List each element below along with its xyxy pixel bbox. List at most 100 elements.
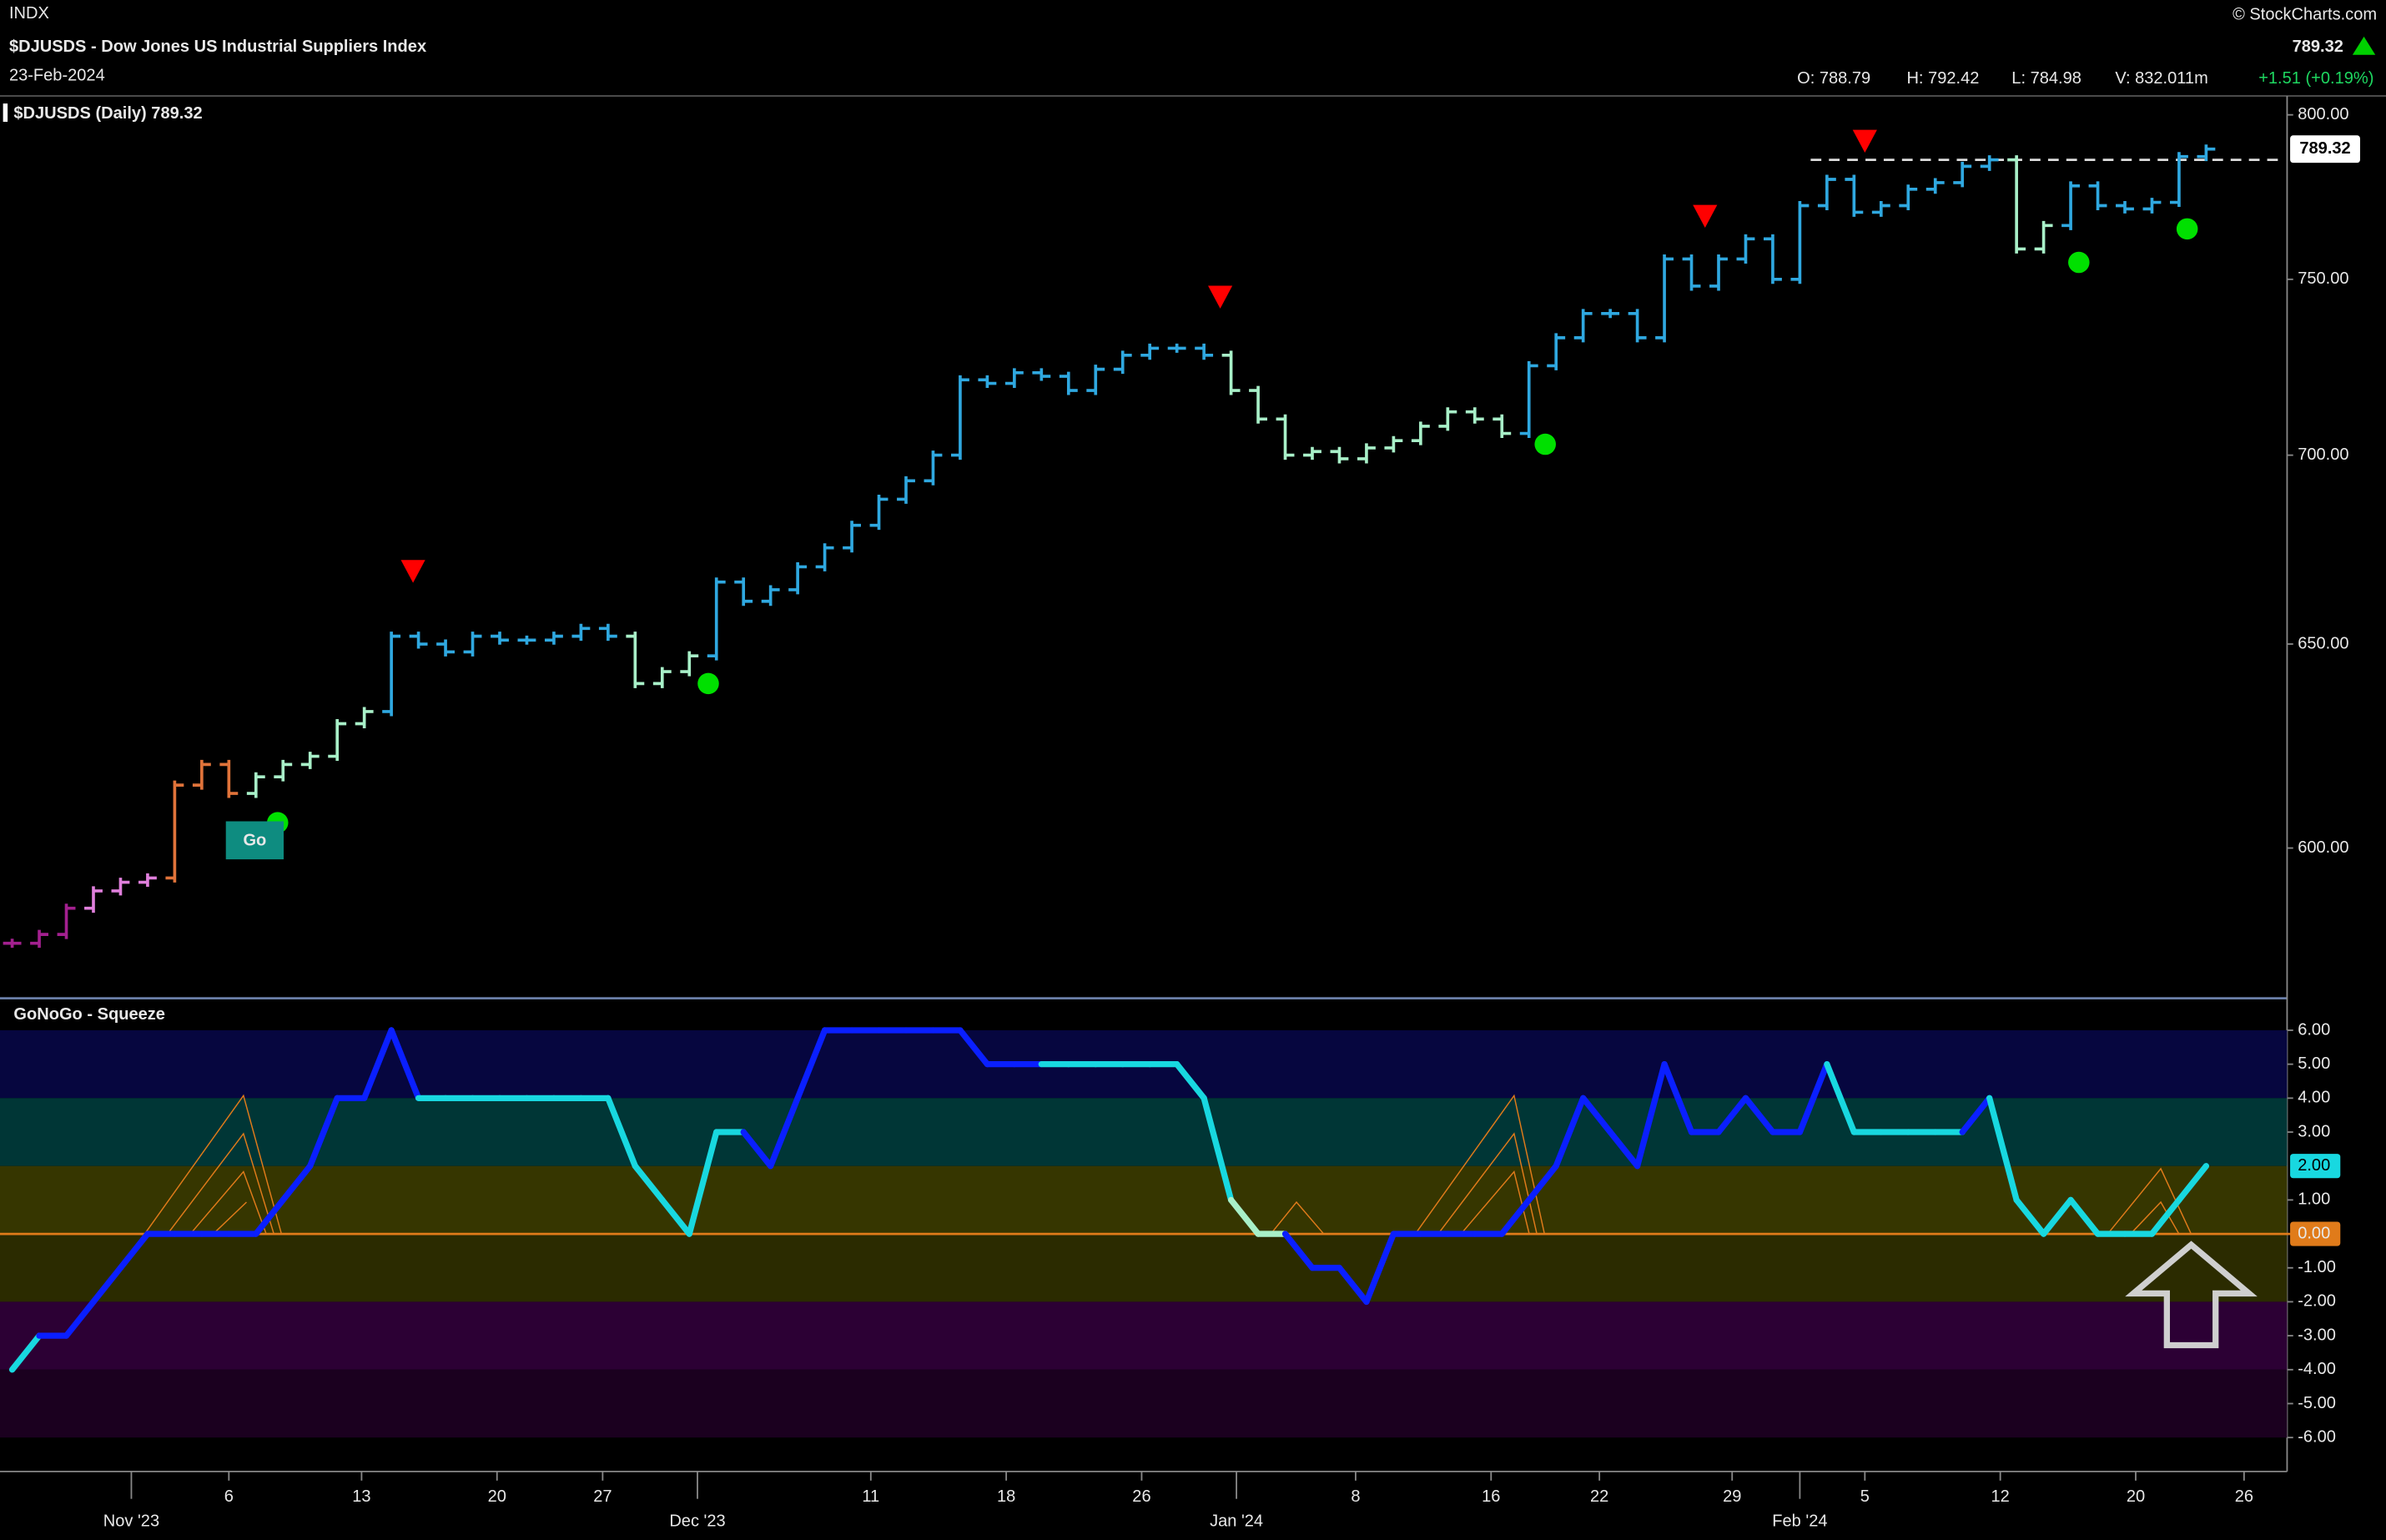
y-tick-label: 750.00: [2298, 269, 2348, 288]
price-bar: [1384, 435, 1403, 453]
oscillator-segment: [1201, 1095, 1235, 1204]
oscillator-segment: [605, 1095, 638, 1170]
x-tick-label: 18: [997, 1487, 1015, 1506]
price-bar: [950, 375, 969, 460]
oscillator-segment: [1986, 1095, 2020, 1204]
x-tick-label: Jan '24: [1210, 1512, 1263, 1530]
price-bar: [274, 759, 293, 782]
price-bar: [436, 639, 456, 657]
price-bar: [1195, 343, 1214, 360]
price-bar: [1899, 184, 1918, 210]
squeeze-climb: [1270, 1200, 1325, 1235]
price-bar: [2142, 198, 2162, 214]
price-bar: [1465, 407, 1484, 424]
annotation: Go: [243, 832, 266, 850]
x-tick-label: 16: [1482, 1487, 1500, 1506]
zero-label-box: [2290, 1221, 2341, 1246]
oscillator-segment: [388, 1027, 422, 1101]
high: H: 792.42: [1906, 69, 1979, 88]
price-legend: $DJUSDS (Daily) 789.32: [13, 104, 202, 123]
oscillator-segment: [957, 1027, 991, 1068]
price-bar: [328, 719, 347, 762]
price-bar: [246, 772, 265, 798]
price-bar: [3, 939, 22, 949]
go-marker: [2068, 251, 2090, 274]
price-bar: [1140, 343, 1160, 360]
price-bar: [1980, 155, 1999, 171]
zone-band: [0, 1234, 2288, 1302]
price-bar: [1519, 360, 1538, 439]
low: L: 784.98: [2011, 69, 2081, 88]
squeeze-climb: [2107, 1167, 2192, 1235]
x-tick-label: 26: [1132, 1487, 1150, 1506]
oscillator-segment: [1633, 1061, 1668, 1170]
oscillator-segment: [768, 1095, 801, 1170]
zone-band: [0, 1301, 2288, 1370]
highlight-arrow: [2125, 1241, 2258, 1349]
price-bar: [1790, 201, 1810, 284]
y-tick-label: 650.00: [2298, 634, 2348, 652]
y-tick-label: 800.00: [2298, 105, 2348, 123]
osc-legend: GoNoGo - Squeeze: [13, 1005, 165, 1024]
price-bar: [1411, 421, 1430, 445]
countertrend-marker: [1208, 285, 1233, 309]
y-tick-label: -3.00: [2298, 1326, 2336, 1344]
price-bar: [84, 886, 103, 913]
x-tick-label: 6: [224, 1487, 234, 1506]
volume: V: 832.011m: [2115, 69, 2207, 88]
price-bar: [1628, 309, 1647, 343]
price-bar: [1113, 350, 1132, 375]
price-bar: [2197, 144, 2216, 162]
oscillator-segment: [794, 1027, 828, 1101]
oscillator-segment: [1607, 1129, 1641, 1170]
squeeze-climb: [143, 1094, 283, 1235]
price-bar: [1573, 309, 1593, 343]
price-bar: [1845, 174, 1864, 217]
price-bar: [1249, 385, 1268, 424]
price-bar: [788, 561, 808, 595]
price-bar: [2169, 152, 2188, 208]
go-marker: [1534, 433, 1556, 455]
squeeze-climbs: [143, 1094, 2192, 1235]
date: 23-Feb-2024: [9, 67, 105, 85]
oscillator-segment: [1796, 1061, 1830, 1135]
oscillator-segment: [1959, 1095, 1993, 1135]
price-bar: [111, 878, 130, 896]
price-bar: [382, 632, 401, 717]
zone-band: [0, 1165, 2288, 1235]
legend-value: 789.32: [151, 104, 202, 123]
price-bar: [1953, 161, 1972, 188]
x-tick-label: Nov '23: [103, 1512, 159, 1530]
y-tick-label: -1.00: [2298, 1258, 2336, 1276]
price-bar: [2116, 201, 2134, 214]
price-bar: [1167, 343, 1186, 353]
price-bar: [1438, 407, 1457, 431]
y-tick-label: 0.00: [2298, 1224, 2330, 1242]
price-bar: [1682, 254, 1701, 291]
price-bar: [1303, 446, 1321, 460]
price-bar: [192, 759, 211, 790]
last-value-label: 2.00: [2298, 1156, 2330, 1175]
oscillator-segment: [2148, 1196, 2182, 1237]
oscillator-segment: [361, 1027, 395, 1101]
oscillator-segment: [1526, 1163, 1559, 1204]
legend-swatch: [3, 103, 8, 122]
price-bar: [815, 543, 834, 571]
y-tick-label: 4.00: [2298, 1089, 2330, 1107]
price-bar: [1817, 174, 1836, 210]
price-bar: [1736, 234, 1755, 264]
oscillator-segment: [63, 1298, 97, 1339]
open: O: 788.79: [1797, 69, 1870, 88]
price-bar: [1330, 446, 1349, 464]
oscillator-segment: [117, 1230, 151, 1271]
price-bar: [1059, 371, 1078, 395]
x-tick-label: Dec '23: [669, 1512, 725, 1530]
price-bar: [924, 450, 943, 486]
y-tick-label: 5.00: [2298, 1054, 2330, 1073]
oscillator-segment: [1824, 1061, 1857, 1135]
price-bar: [978, 375, 997, 389]
price-bar: [1547, 333, 1566, 370]
oscillator-segment: [1661, 1061, 1695, 1135]
price-bar: [1655, 254, 1674, 343]
price-bar: [1004, 368, 1024, 389]
